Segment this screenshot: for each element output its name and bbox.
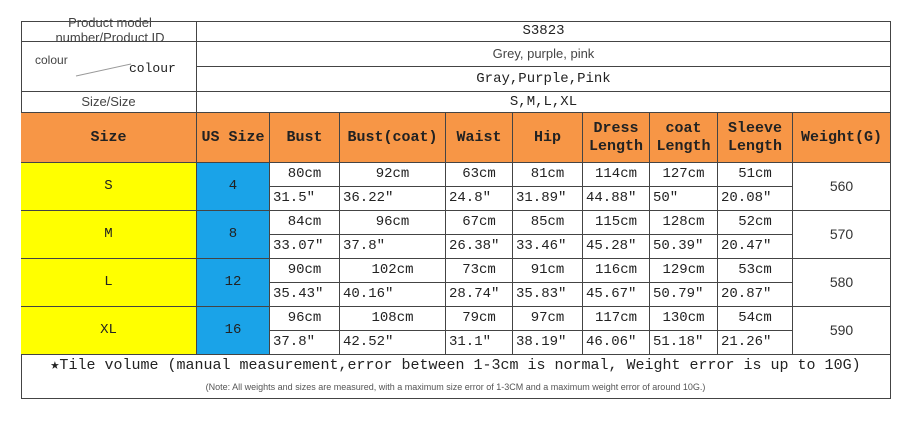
footer-small-note: (Note: All weights and sizes are measure… — [21, 377, 891, 399]
cm-cell: 108cm — [340, 307, 446, 331]
cm-cell: 92cm — [340, 163, 446, 187]
inch-cell: 40.16″ — [340, 283, 446, 307]
product-id-label: Product model number/Product ID — [21, 15, 197, 45]
weight-cell: 580 — [793, 259, 891, 307]
us-size-cell: 8 — [197, 211, 270, 259]
inch-cell: 26.38″ — [446, 235, 513, 259]
us-size-cell: 12 — [197, 259, 270, 307]
cm-cell: 128cm — [650, 211, 718, 235]
cm-cell: 96cm — [270, 307, 340, 331]
inch-cell: 36.22″ — [340, 187, 446, 211]
cm-cell: 81cm — [513, 163, 583, 187]
inch-cell: 31.5″ — [270, 187, 340, 211]
column-header: Weight(G) — [793, 113, 891, 163]
inch-cell: 20.08″ — [718, 187, 793, 211]
cm-cell: 114cm — [583, 163, 650, 187]
colour-label-left: colour — [35, 53, 68, 67]
inch-cell: 37.8″ — [270, 331, 340, 355]
column-header: Size — [21, 113, 197, 163]
inch-cell: 31.89″ — [513, 187, 583, 211]
cm-cell: 73cm — [446, 259, 513, 283]
inch-cell: 51.18″ — [650, 331, 718, 355]
inch-cell: 35.83″ — [513, 283, 583, 307]
inch-cell: 50.39″ — [650, 235, 718, 259]
us-size-cell: 16 — [197, 307, 270, 355]
inch-cell: 44.88″ — [583, 187, 650, 211]
column-header: Waist — [446, 113, 513, 163]
inch-cell: 33.46″ — [513, 235, 583, 259]
cm-cell: 52cm — [718, 211, 793, 235]
inch-cell: 45.67″ — [583, 283, 650, 307]
cm-cell: 91cm — [513, 259, 583, 283]
inch-cell: 45.28″ — [583, 235, 650, 259]
inch-cell: 38.19″ — [513, 331, 583, 355]
cm-cell: 117cm — [583, 307, 650, 331]
inch-cell: 46.06″ — [583, 331, 650, 355]
column-header: coat Length — [650, 113, 718, 163]
colour-label-right: colour — [129, 61, 176, 76]
diagonal-line — [75, 63, 132, 77]
us-size-cell: 4 — [197, 163, 270, 211]
column-header: Hip — [513, 113, 583, 163]
cm-cell: 80cm — [270, 163, 340, 187]
cm-cell: 79cm — [446, 307, 513, 331]
inch-cell: 50.79″ — [650, 283, 718, 307]
inch-cell: 28.74″ — [446, 283, 513, 307]
inch-cell: 31.1″ — [446, 331, 513, 355]
cm-cell: 127cm — [650, 163, 718, 187]
cm-cell: 96cm — [340, 211, 446, 235]
weight-cell: 570 — [793, 211, 891, 259]
inch-cell: 37.8″ — [340, 235, 446, 259]
weight-cell: 590 — [793, 307, 891, 355]
column-header: Bust — [270, 113, 340, 163]
cm-cell: 115cm — [583, 211, 650, 235]
column-header: Sleeve Length — [718, 113, 793, 163]
size-cell: L — [21, 259, 197, 307]
column-header: Bust(coat) — [340, 113, 446, 163]
size-cell: S — [21, 163, 197, 211]
inch-cell: 21.26″ — [718, 331, 793, 355]
inch-cell: 20.47″ — [718, 235, 793, 259]
cm-cell: 102cm — [340, 259, 446, 283]
cm-cell: 53cm — [718, 259, 793, 283]
cm-cell: 129cm — [650, 259, 718, 283]
cm-cell: 51cm — [718, 163, 793, 187]
cm-cell: 97cm — [513, 307, 583, 331]
cm-cell: 130cm — [650, 307, 718, 331]
product-id-value: S3823 — [197, 21, 891, 42]
inch-cell: 20.87″ — [718, 283, 793, 307]
column-header: Dress Length — [583, 113, 650, 163]
colour-value: Grey, purple, pink — [197, 42, 891, 67]
inch-cell: 50″ — [650, 187, 718, 211]
size-cell: M — [21, 211, 197, 259]
cm-cell: 85cm — [513, 211, 583, 235]
inch-cell: 33.07″ — [270, 235, 340, 259]
cm-cell: 90cm — [270, 259, 340, 283]
colour-label-cell: colour colour — [21, 42, 197, 92]
inch-cell: 42.52″ — [340, 331, 446, 355]
cm-cell: 116cm — [583, 259, 650, 283]
size-cell: XL — [21, 307, 197, 355]
inch-cell: 24.8″ — [446, 187, 513, 211]
colour-value: Gray,Purple,Pink — [197, 67, 891, 92]
inch-cell: 35.43″ — [270, 283, 340, 307]
cm-cell: 54cm — [718, 307, 793, 331]
cm-cell: 63cm — [446, 163, 513, 187]
size-label: Size/Size — [21, 92, 197, 113]
footer-note: ★Tile volume (manual measurement,error b… — [21, 355, 891, 377]
weight-cell: 560 — [793, 163, 891, 211]
cm-cell: 84cm — [270, 211, 340, 235]
size-value: S,M,L,XL — [197, 92, 891, 113]
column-header: US Size — [197, 113, 270, 163]
cm-cell: 67cm — [446, 211, 513, 235]
